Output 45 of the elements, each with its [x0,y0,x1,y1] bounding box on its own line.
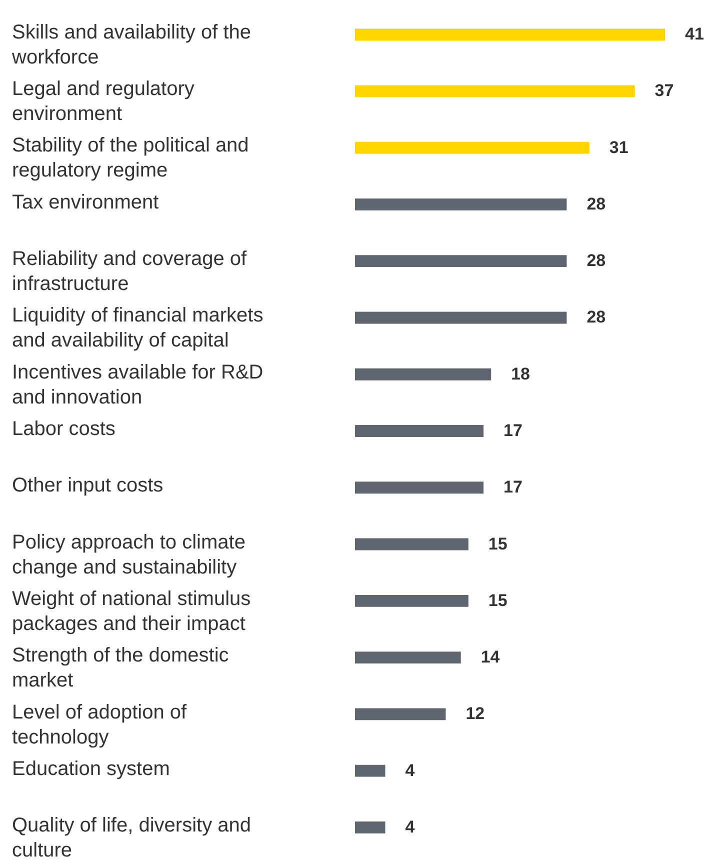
data-label: 37 [654,81,674,100]
y-tick-label: Level of adoption of technology [12,701,188,748]
bar [355,142,590,154]
data-label: 4 [405,760,416,780]
data-label: 41 [685,24,704,44]
y-tick-label: Education system [12,758,170,780]
bar [355,85,635,98]
bar [355,538,468,550]
bar [355,368,492,380]
y-tick-label: Tax environment [12,191,160,214]
y-tick-label: Skills and availability of the workforce [11,21,252,68]
bar [355,708,446,720]
data-label: 4 [405,817,416,836]
y-tick-label: Quality of life, diversity and culture [12,814,251,861]
data-label: 18 [511,364,530,384]
bar [355,652,461,664]
bar [355,425,484,437]
y-tick-label: Liquidity of financial markets and availability of capital [12,304,264,352]
bar [355,821,386,834]
data-label: 14 [480,648,500,667]
data-label: 28 [586,251,606,270]
bar [355,28,665,41]
bar [355,764,386,777]
data-label: 17 [504,478,522,497]
y-tick-label: Reliability and coverage of infrastructure [12,248,248,295]
bar [355,594,468,607]
bar [355,482,484,494]
data-label: 12 [466,704,485,724]
data-label: 28 [586,194,606,214]
data-label: 15 [488,534,508,554]
y-tick-label: Policy approach to climate change and sustainability [12,531,246,578]
bar [355,198,567,210]
y-tick-label: Incentives available for R&D and innovation [12,361,264,408]
y-tick-label: Strength of the domestic market [12,644,229,692]
y-tick-label: Other input costs [12,474,164,497]
data-label: 31 [609,138,628,157]
y-tick-label: Labor costs [12,418,116,440]
data-label: 15 [488,590,508,610]
bar [355,255,567,268]
bar [355,312,567,324]
y-tick-label: Stability of the political and regulatory regime [12,134,249,182]
y-tick-label: Legal and regulatory environment [12,78,194,125]
y-tick-label: Weight of national stimulus packages and their impact [12,588,251,635]
data-label: 17 [504,421,522,440]
data-label: 28 [586,308,606,327]
